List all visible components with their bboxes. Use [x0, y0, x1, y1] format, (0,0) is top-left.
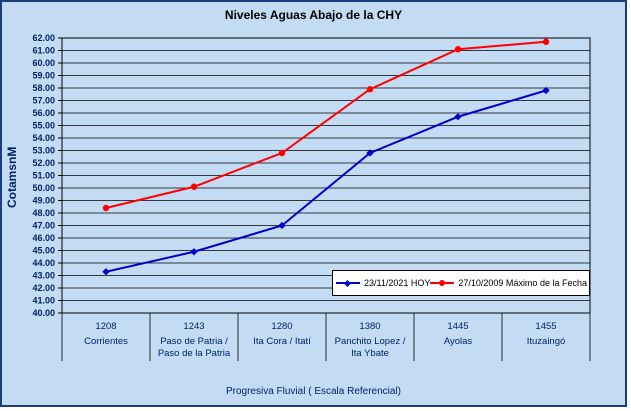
legend-label: 27/10/2009 Máximo de la Fecha	[458, 278, 587, 288]
svg-text:41.00: 41.00	[32, 296, 55, 306]
svg-text:42.00: 42.00	[32, 283, 55, 293]
svg-text:1455: 1455	[535, 321, 556, 332]
svg-text:Ita Cora / Itatí: Ita Cora / Itatí	[253, 336, 311, 347]
svg-text:47.00: 47.00	[32, 221, 55, 231]
svg-text:51.00: 51.00	[32, 171, 55, 181]
svg-text:48.00: 48.00	[32, 208, 55, 218]
svg-text:62.00: 62.00	[32, 33, 55, 43]
svg-text:1280: 1280	[271, 321, 292, 332]
svg-text:Paso de Patria /: Paso de Patria /	[160, 336, 228, 347]
svg-text:57.00: 57.00	[32, 96, 55, 106]
legend-item: 23/11/2021 HOY	[336, 278, 430, 288]
svg-text:46.00: 46.00	[32, 233, 55, 243]
svg-text:Corrientes: Corrientes	[84, 336, 128, 347]
circle-series-marker-icon	[430, 279, 455, 287]
svg-text:52.00: 52.00	[32, 158, 55, 168]
svg-text:53.00: 53.00	[32, 146, 55, 156]
legend-item: 27/10/2009 Máximo de la Fecha	[430, 278, 587, 288]
svg-text:59.00: 59.00	[32, 71, 55, 81]
svg-text:1243: 1243	[183, 321, 204, 332]
svg-text:43.00: 43.00	[32, 271, 55, 281]
svg-text:56.00: 56.00	[32, 108, 55, 118]
svg-text:45.00: 45.00	[32, 246, 55, 256]
svg-text:1208: 1208	[95, 321, 116, 332]
legend-label: 23/11/2021 HOY	[364, 278, 431, 288]
y-axis-title: CotamsnM	[5, 146, 19, 208]
svg-text:54.00: 54.00	[32, 133, 55, 143]
svg-text:49.00: 49.00	[32, 196, 55, 206]
svg-text:44.00: 44.00	[32, 258, 55, 268]
svg-text:Panchito Lopez /: Panchito Lopez /	[335, 336, 406, 347]
x-axis-title: Progresiva Fluvial ( Escala Referencial)	[225, 386, 402, 397]
chart-plot-area: 40.00 41.00 42.00 43.00 44.00 45.00 46.00 47.00…	[32, 33, 591, 361]
legend: 23/11/2021 HOY 27/10/2009 Máximo de la Fe…	[332, 270, 590, 296]
diamond-series-marker-icon	[336, 279, 360, 287]
svg-text:50.00: 50.00	[32, 183, 55, 193]
svg-text:Ayolas: Ayolas	[444, 336, 473, 347]
svg-text:55.00: 55.00	[32, 121, 55, 131]
svg-text:Ituzaingó: Ituzaingó	[527, 336, 566, 347]
svg-text:1445: 1445	[447, 321, 468, 332]
chart-title: Niveles Aguas Abajo de la CHY	[224, 8, 403, 22]
svg-text:1380: 1380	[359, 321, 380, 332]
svg-text:58.00: 58.00	[32, 83, 55, 93]
svg-text:60.00: 60.00	[32, 58, 55, 68]
svg-text:Paso de la Patria: Paso de la Patria	[158, 348, 231, 359]
svg-text:61.00: 61.00	[32, 46, 55, 56]
svg-text:Ita Ybate: Ita Ybate	[351, 348, 389, 359]
svg-text:40.00: 40.00	[32, 308, 55, 318]
